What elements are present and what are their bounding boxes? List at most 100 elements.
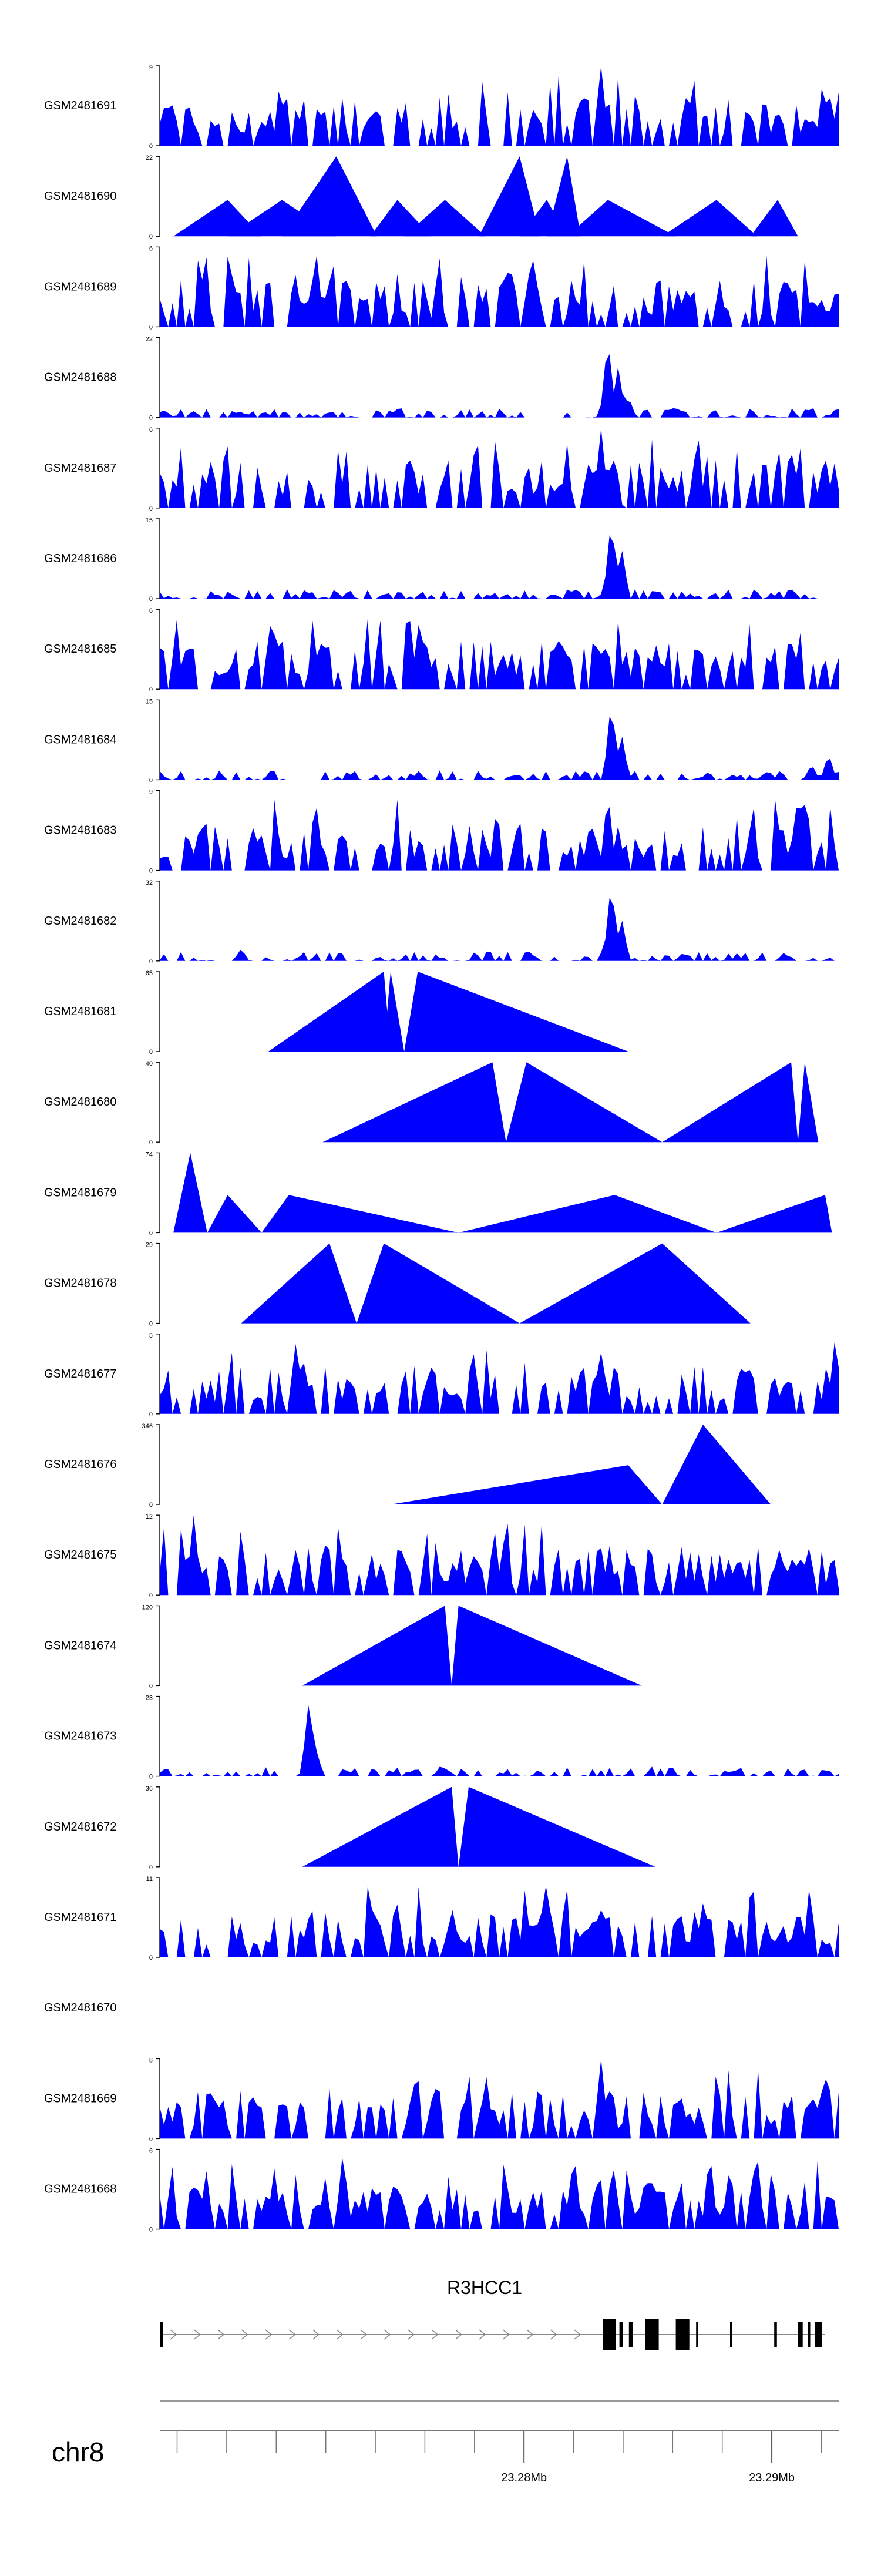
y-max-label-GSM2481691: 9 (149, 64, 153, 71)
strand-arrow (194, 2329, 201, 2340)
gene-exon-2 (619, 2322, 623, 2347)
coverage-mark-GSM2481672-1 (458, 1786, 655, 1867)
track-label-GSM2481671: GSM2481671 (44, 1911, 116, 1924)
y-max-label-GSM2481671: 11 (146, 1876, 153, 1883)
y-max-label-GSM2481669: 8 (149, 2057, 153, 2064)
y-max-label-GSM2481682: 32 (146, 879, 153, 886)
gene-name-label: R3HCC1 (447, 2277, 522, 2298)
coverage-mark-GSM2481678-1 (357, 1243, 520, 1324)
coverage-mark-GSM2481681-2 (404, 972, 628, 1052)
y-max-label-GSM2481690: 22 (146, 155, 153, 162)
coverage-mark-GSM2481676-0 (391, 1465, 663, 1504)
y-min-label-GSM2481674: 0 (149, 1682, 153, 1690)
track-label-GSM2481672: GSM2481672 (44, 1821, 116, 1833)
y-min-label-GSM2481668: 0 (149, 2226, 153, 2234)
track-label-GSM2481689: GSM2481689 (44, 280, 116, 293)
coverage-area-GSM2481684 (160, 716, 839, 780)
gene-exon-7 (730, 2322, 732, 2347)
y-max-label-GSM2481674: 120 (142, 1604, 153, 1611)
coverage-mark-GSM2481679-0 (173, 1153, 207, 1233)
strand-arrow (170, 2329, 177, 2340)
coverage-area-GSM2481683 (160, 799, 839, 871)
y-min-label-GSM2481679: 0 (149, 1230, 153, 1237)
y-min-label-GSM2481689: 0 (149, 324, 153, 331)
coverage-mark-GSM2481690-5 (479, 156, 540, 237)
strand-arrow (312, 2329, 320, 2340)
strand-arrow (479, 2329, 486, 2340)
coverage-mark-GSM2481690-0 (173, 200, 262, 237)
y-max-label-GSM2481681: 65 (146, 970, 153, 977)
coverage-mark-GSM2481690-7 (546, 156, 581, 237)
y-min-label-GSM2481686: 0 (149, 596, 153, 603)
gene-exon-10 (808, 2322, 811, 2347)
y-min-label-GSM2481683: 0 (149, 868, 153, 875)
y-min-label-GSM2481669: 0 (149, 2135, 153, 2142)
strand-arrow (241, 2329, 248, 2340)
coverage-area-GSM2481688 (160, 354, 839, 418)
track-label-GSM2481670: GSM2481670 (44, 2001, 116, 2014)
gene-exon-1 (603, 2319, 616, 2350)
y-min-label-GSM2481691: 0 (149, 143, 153, 150)
track-label-GSM2481674: GSM2481674 (44, 1639, 116, 1652)
strand-arrow (550, 2329, 557, 2340)
strand-arrow (431, 2329, 439, 2340)
y-max-label-GSM2481685: 6 (149, 607, 153, 614)
strand-arrow (360, 2329, 368, 2340)
track-label-GSM2481679: GSM2481679 (44, 1186, 116, 1199)
coverage-mark-GSM2481680-2 (662, 1062, 798, 1143)
y-max-label-GSM2481684: 15 (146, 698, 153, 705)
track-label-GSM2481691: GSM2481691 (44, 99, 116, 112)
y-min-label-GSM2481675: 0 (149, 1592, 153, 1599)
coverage-mark-GSM2481681-1 (384, 972, 405, 1052)
strand-arrow (265, 2329, 273, 2340)
track-label-GSM2481676: GSM2481676 (44, 1458, 116, 1471)
track-label-GSM2481686: GSM2481686 (44, 552, 116, 565)
coverage-mark-GSM2481678-0 (241, 1243, 357, 1324)
y-max-label-GSM2481687: 6 (149, 426, 153, 434)
y-min-label-GSM2481681: 0 (149, 1049, 153, 1056)
strand-arrow (288, 2329, 296, 2340)
y-max-label-GSM2481688: 22 (146, 336, 153, 343)
track-label-GSM2481673: GSM2481673 (44, 1730, 116, 1743)
coverage-mark-GSM2481680-0 (322, 1062, 506, 1143)
coverage-area-GSM2481687 (160, 428, 839, 508)
coverage-mark-GSM2481690-4 (404, 200, 486, 237)
track-label-GSM2481684: GSM2481684 (44, 733, 116, 746)
track-label-GSM2481688: GSM2481688 (44, 371, 116, 384)
y-min-label-GSM2481673: 0 (149, 1774, 153, 1781)
gene-exon-6 (696, 2322, 698, 2347)
y-max-label-GSM2481677: 5 (149, 1332, 153, 1339)
x-axis-tick-label-23.29Mb: 23.29Mb (749, 2471, 795, 2484)
y-max-label-GSM2481686: 15 (146, 517, 153, 524)
y-min-label-GSM2481671: 0 (149, 1954, 153, 1962)
coverage-area-GSM2481669 (160, 2058, 839, 2139)
gene-exon-11 (815, 2322, 822, 2347)
coverage-mark-GSM2481680-1 (506, 1062, 663, 1143)
gene-exon-8 (774, 2322, 777, 2347)
track-label-GSM2481683: GSM2481683 (44, 824, 116, 837)
y-max-label-GSM2481676: 346 (142, 1423, 153, 1430)
y-min-label-GSM2481685: 0 (149, 686, 153, 693)
coverage-area-GSM2481675 (160, 1515, 839, 1596)
coverage-area-GSM2481689 (160, 255, 839, 327)
gene-exon-4 (645, 2319, 659, 2350)
y-min-label-GSM2481682: 0 (149, 958, 153, 965)
y-min-label-GSM2481672: 0 (149, 1864, 153, 1871)
track-label-GSM2481682: GSM2481682 (44, 915, 116, 928)
coverage-mark-GSM2481690-8 (567, 200, 676, 237)
y-max-label-GSM2481683: 9 (149, 789, 153, 796)
coverage-mark-GSM2481674-1 (452, 1606, 642, 1686)
strand-arrow (384, 2329, 391, 2340)
coverage-mark-GSM2481679-3 (458, 1195, 717, 1233)
coverage-mark-GSM2481676-1 (662, 1425, 771, 1504)
track-label-GSM2481678: GSM2481678 (44, 1277, 116, 1290)
coverage-mark-GSM2481681-0 (268, 972, 391, 1052)
coverage-area-GSM2481686 (160, 535, 839, 599)
strand-arrow (217, 2329, 225, 2340)
gene-exon-3 (628, 2322, 633, 2347)
strand-arrow (503, 2329, 510, 2340)
track-label-GSM2481675: GSM2481675 (44, 1549, 116, 1561)
strand-arrow (574, 2329, 581, 2340)
track-label-GSM2481690: GSM2481690 (44, 190, 116, 203)
y-max-label-GSM2481675: 12 (146, 1513, 153, 1520)
